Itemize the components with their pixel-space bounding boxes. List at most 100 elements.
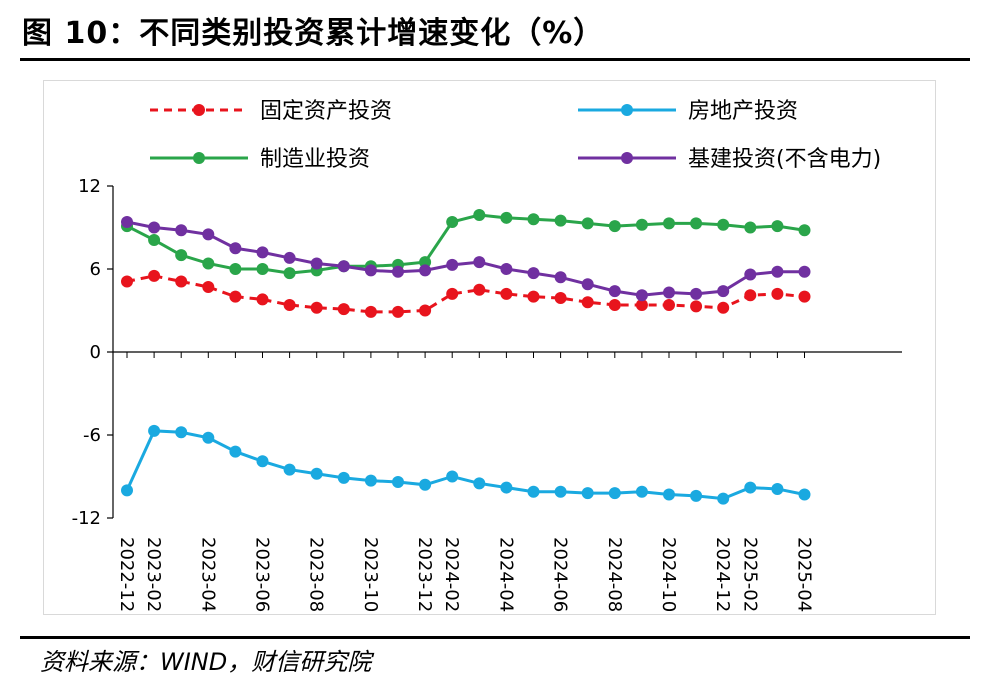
y-tick-label: -6 [83,425,101,446]
x-tick-label: 2023-10 [360,537,381,612]
data-point [771,287,784,300]
data-point [283,267,296,280]
data-point [527,290,540,303]
data-point [500,263,513,275]
data-point [527,213,540,226]
data-point [310,301,323,314]
data-point [635,485,648,498]
data-point [663,488,675,501]
data-point [581,217,594,230]
chart-frame [43,80,936,615]
x-tick-label: 2024-12 [712,537,733,612]
x-tick-label: 2024-10 [658,537,679,612]
data-point [392,476,404,489]
x-tick-label: 2024-08 [604,537,625,612]
data-point [663,217,675,230]
data-point [229,445,242,458]
data-point [175,275,188,288]
data-point [121,275,133,288]
legend-marker [621,152,633,164]
data-point [717,285,730,298]
data-point [663,286,675,299]
x-tick-label: 2023-02 [143,537,164,612]
data-point [744,481,757,494]
x-tick-label: 2024-02 [441,537,462,612]
legend-label: 固定资产投资 [260,99,392,124]
data-point [717,301,730,314]
data-point [364,474,377,487]
data-point [446,470,459,483]
data-point [419,304,432,317]
data-point [581,487,594,500]
data-point [635,218,648,231]
data-point [446,258,459,271]
data-point [256,293,269,306]
data-point [473,477,486,490]
data-point [202,257,215,270]
legend-marker [621,104,633,116]
source-note: 资料来源：WIND，财信研究院 [40,648,372,676]
data-point [690,287,703,300]
x-tick-label: 2024-06 [550,537,571,612]
data-point [446,215,459,228]
data-point [608,220,621,233]
data-point [554,485,567,498]
data-point [175,426,188,439]
data-point [202,431,215,444]
data-point [635,289,648,302]
legend-marker [193,152,205,164]
data-point [635,298,648,311]
data-point [337,260,350,273]
data-point [202,228,215,241]
data-point [473,209,486,222]
data-point [148,233,161,246]
data-point [148,269,161,282]
y-tick-label: 0 [90,342,101,363]
data-point [392,305,404,318]
x-tick-label: 2023-12 [414,537,435,612]
data-point [500,287,513,300]
x-tick-label: 2023-04 [197,537,218,612]
data-point [608,487,621,500]
data-point [771,220,784,233]
data-point [419,478,432,491]
legend-label: 房地产投资 [688,99,798,124]
data-point [554,292,567,305]
series-line-1 [125,429,805,501]
data-point [283,298,296,311]
data-point [419,264,432,277]
data-point [473,256,486,269]
data-point [581,278,594,291]
data-point [717,492,730,505]
data-point [256,263,269,275]
data-point [175,249,188,262]
legend-marker [193,104,205,116]
data-point [310,467,323,480]
data-point [527,485,540,498]
data-point [798,265,811,278]
data-point [337,471,350,484]
data-point [364,305,377,318]
data-point [744,268,757,281]
data-point [392,265,404,278]
data-point [256,246,269,259]
data-point [554,214,567,227]
legend-label: 基建投资(不含电力) [688,147,881,172]
y-tick-label: 12 [78,176,101,197]
data-point [446,287,459,300]
data-point [148,424,161,437]
series-line-3 [126,220,805,297]
data-point [473,283,486,296]
y-tick-label: -12 [72,508,101,529]
data-point [419,256,432,269]
data-point [690,489,703,502]
series-layer [121,209,811,505]
data-point [744,221,757,234]
data-point [690,217,703,230]
data-point [175,224,188,237]
data-point [283,463,296,476]
x-tick-label: 2022-12 [116,537,137,612]
data-point [744,289,757,302]
